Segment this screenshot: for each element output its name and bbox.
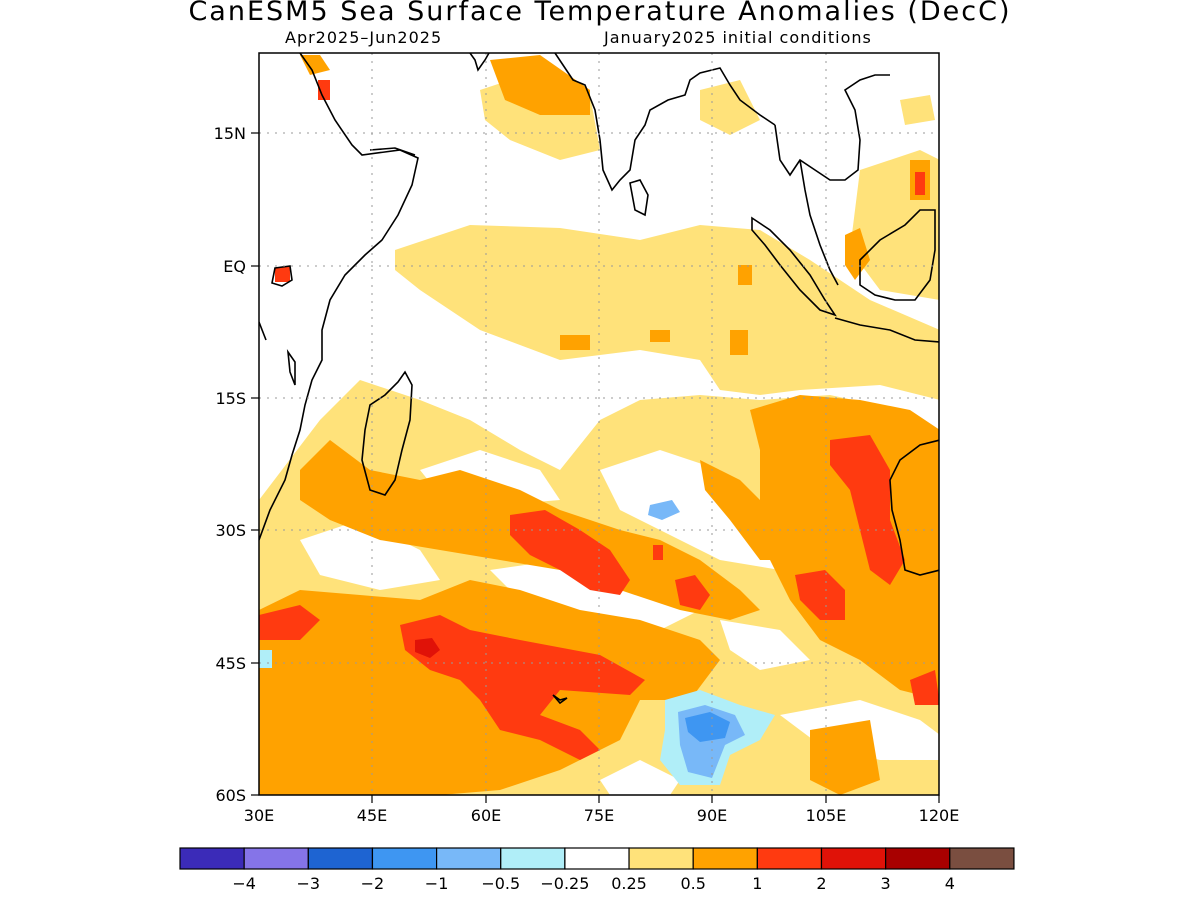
latitude-labels: 15N EQ 15S 30S 45S 60S <box>214 124 246 805</box>
colorbar-label: 2 <box>816 874 826 893</box>
colorbar-swatch <box>564 847 630 870</box>
anomaly-1-2-areas <box>259 80 939 760</box>
colorbar-swatch <box>179 847 245 870</box>
colorbar <box>179 847 1015 870</box>
forecast-period: Apr2025–Jun2025 <box>285 28 443 47</box>
lon-label: 75E <box>584 806 614 825</box>
lon-label: 45E <box>357 806 387 825</box>
lat-label: 15N <box>214 124 246 143</box>
chart-title: CanESM5 Sea Surface Temperature Anomalie… <box>188 0 1012 27</box>
anomaly-field <box>259 53 939 795</box>
lon-label: 105E <box>806 806 847 825</box>
colorbar-label: −0.25 <box>540 874 589 893</box>
colorbar-swatch <box>756 847 823 870</box>
colorbar-label: 4 <box>945 874 955 893</box>
colorbar-swatch <box>500 847 566 870</box>
colorbar-swatch <box>949 847 1015 870</box>
colorbar-swatch <box>371 847 438 870</box>
lon-label: 120E <box>919 806 960 825</box>
colorbar-swatch <box>436 847 502 870</box>
initial-conditions: January2025 initial conditions <box>604 28 872 47</box>
lon-label: 30E <box>244 806 274 825</box>
lat-label: 30S <box>215 521 246 540</box>
longitude-labels: 30E 45E 60E 75E 90E 105E 120E <box>244 806 960 825</box>
lat-label: EQ <box>223 257 246 276</box>
gridlines <box>259 53 939 795</box>
colorbar-swatch <box>243 847 309 870</box>
lat-label: 60S <box>215 786 246 805</box>
lon-label: 90E <box>697 806 727 825</box>
tick-marks <box>251 132 940 803</box>
colorbar-label: −0.5 <box>481 874 520 893</box>
anomaly-2-3-areas <box>415 638 440 658</box>
colorbar-swatch <box>885 847 951 870</box>
colorbar-label: 0.5 <box>680 874 705 893</box>
colorbar-label: −1 <box>425 874 449 893</box>
lat-label: 45S <box>215 654 246 673</box>
colorbar-label: 3 <box>881 874 891 893</box>
colorbar-label: −2 <box>361 874 385 893</box>
colorbar-swatch <box>820 847 887 870</box>
lon-label: 60E <box>471 806 501 825</box>
lat-label: 15S <box>215 389 246 408</box>
colorbar-swatch <box>692 847 758 870</box>
colorbar-label: −3 <box>297 874 321 893</box>
colorbar-label: 1 <box>752 874 762 893</box>
colorbar-labels: −4 −3 −2 −1 −0.5 −0.25 0.25 0.5 1 2 3 4 <box>232 874 955 893</box>
coastlines <box>259 53 939 705</box>
colorbar-swatch <box>628 847 694 870</box>
colorbar-label: −4 <box>232 874 256 893</box>
colorbar-label: 0.25 <box>611 874 647 893</box>
colorbar-swatch <box>307 847 374 870</box>
